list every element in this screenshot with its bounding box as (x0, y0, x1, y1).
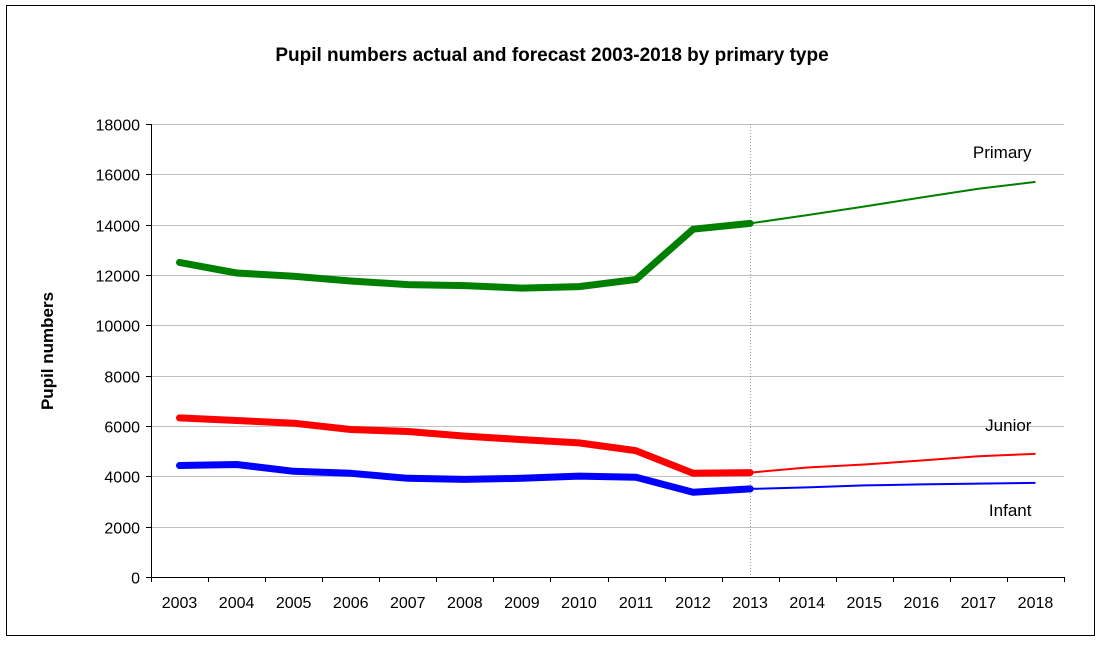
x-tick-label: 2018 (1018, 595, 1054, 612)
x-tick-label: 2005 (276, 595, 312, 612)
x-tick-label: 2007 (390, 595, 426, 612)
x-tick-label: 2010 (561, 595, 597, 612)
y-tick-label: 6000 (104, 420, 140, 437)
y-tick-label: 16000 (96, 168, 141, 185)
y-tick-label: 8000 (104, 370, 140, 387)
primary-forecast-line (750, 180, 1036, 225)
y-tick-label: 10000 (96, 319, 141, 336)
x-tick-label: 2014 (789, 595, 825, 612)
x-tick-label: 2015 (846, 595, 882, 612)
axes (146, 124, 1065, 582)
chart-title: Pupil numbers actual and forecast 2003-2… (275, 45, 828, 66)
tick-labels: 0 2000 4000 6000 8000 10000 12000 14000 16000 180… (96, 118, 1054, 613)
x-tick-label: 2012 (675, 595, 711, 612)
x-tick-label: 2017 (961, 595, 997, 612)
y-tick-label: 0 (131, 571, 140, 588)
chart-border (6, 5, 1095, 636)
x-tick-label: 2013 (732, 595, 768, 612)
infant-actual-line (176, 461, 754, 496)
junior-actual-line (176, 414, 754, 477)
primary-actual-line (176, 219, 754, 292)
y-tick-label: 2000 (104, 521, 140, 538)
junior-forecast-line (750, 452, 1036, 474)
series-lines (176, 180, 1036, 496)
primary-series-label: Primary (973, 143, 1032, 162)
y-tick-label: 18000 (96, 118, 141, 135)
infant-forecast-line (750, 481, 1036, 490)
x-tick-label: 2006 (333, 595, 369, 612)
x-tick-label: 2011 (619, 595, 654, 612)
y-tick-label: 14000 (96, 219, 141, 236)
x-tick-label: 2004 (219, 595, 255, 612)
y-tick-label: 12000 (96, 269, 141, 286)
y-axis-label: Pupil numbers (38, 292, 57, 410)
x-tick-label: 2008 (447, 595, 483, 612)
junior-series-label: Junior (985, 416, 1032, 435)
x-tick-label: 2003 (162, 595, 198, 612)
y-tick-label: 4000 (104, 470, 140, 487)
x-tick-label: 2009 (504, 595, 540, 612)
infant-series-label: Infant (989, 501, 1032, 520)
x-tick-label: 2016 (904, 595, 940, 612)
